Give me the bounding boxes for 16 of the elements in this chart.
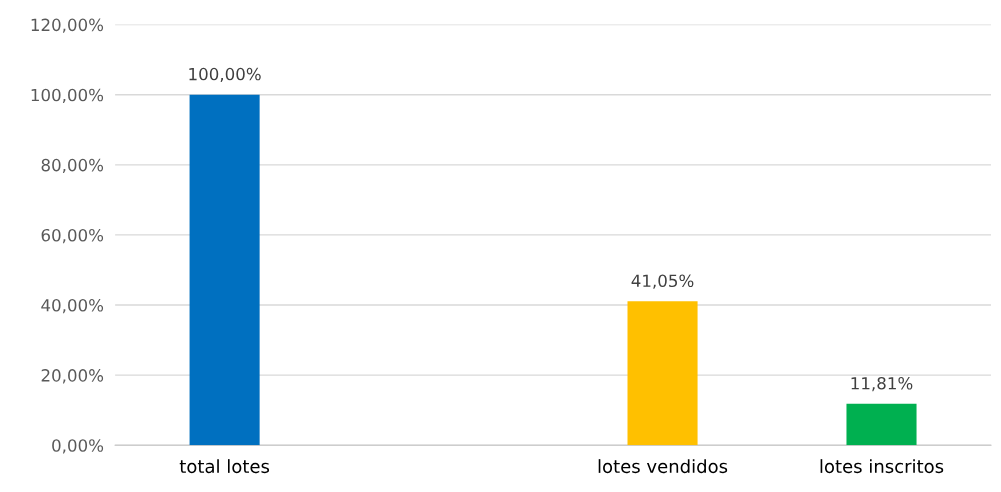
data-label: 11,81% <box>851 376 913 392</box>
y-tick-label: 60,00% <box>41 228 104 244</box>
y-tick-label: 100,00% <box>31 88 104 103</box>
x-tick-label: lotes inscritos <box>820 459 944 474</box>
bar <box>189 94 260 446</box>
data-label: 41,05% <box>631 274 694 289</box>
bar <box>846 403 917 446</box>
bar <box>627 301 698 446</box>
y-tick-label: 0,00% <box>52 439 104 454</box>
y-tick-label: 80,00% <box>41 158 104 174</box>
y-tick-label: 20,00% <box>41 369 104 384</box>
x-tick-label: total lotes <box>179 459 270 474</box>
x-tick-label: lotes vendidos <box>598 459 728 474</box>
y-tick-label: 40,00% <box>41 299 104 314</box>
data-label: 100,00% <box>189 67 261 83</box>
y-tick-label: 120,00% <box>31 18 104 33</box>
